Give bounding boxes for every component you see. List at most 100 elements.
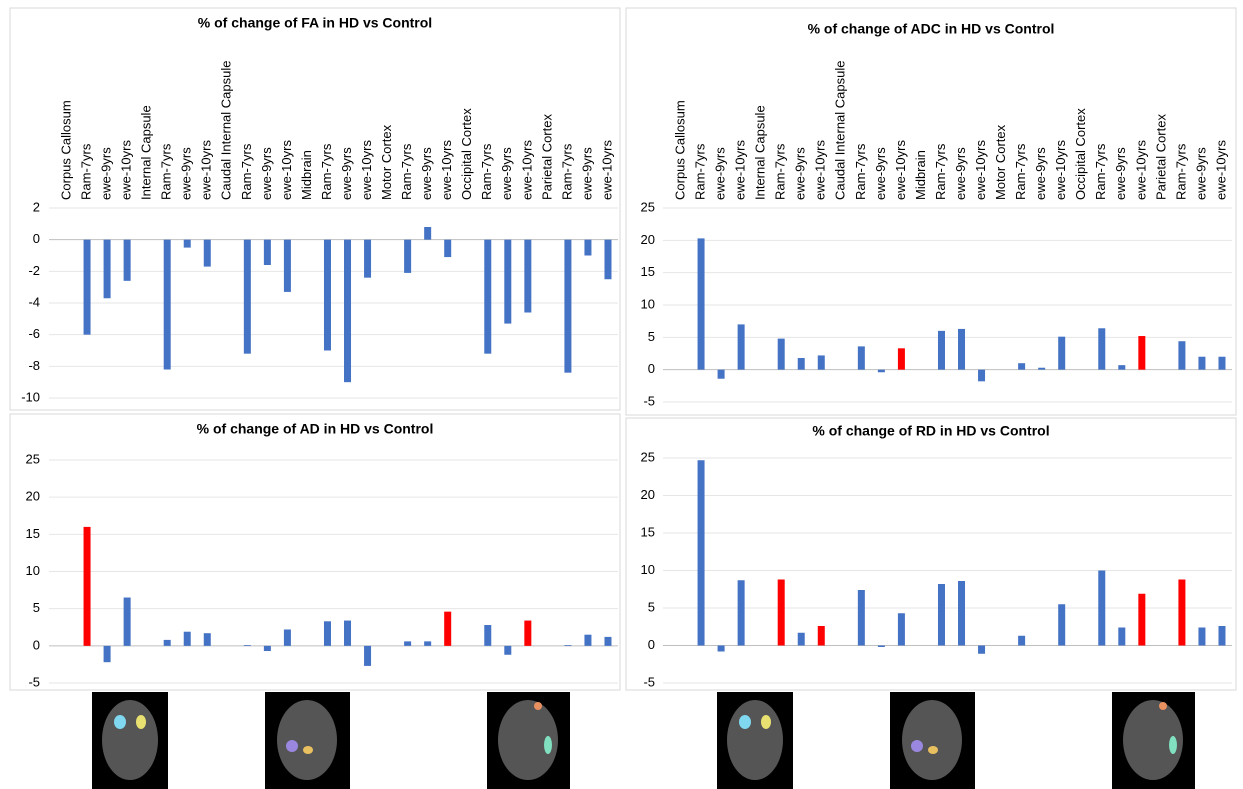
x-tick-label: ewe-9yrs [99, 147, 114, 200]
brain-image [890, 692, 975, 789]
bar [404, 641, 411, 645]
chart-title: % of change of FA in HD vs Control [198, 15, 432, 31]
bar [104, 240, 111, 299]
bar [264, 646, 271, 651]
bar [958, 329, 965, 370]
bar [604, 240, 611, 280]
x-tick-label: ewe-9yrs [1113, 147, 1128, 200]
bar [604, 637, 611, 646]
x-tick-label: Ram-7yrs [319, 143, 334, 200]
x-tick-label: ewe-10yrs [279, 140, 294, 200]
bar [84, 527, 91, 646]
bar [244, 645, 251, 646]
bar [564, 240, 571, 373]
x-tick-label: Parietal Cortex [1153, 114, 1168, 200]
brain-images [92, 692, 1195, 789]
bar [738, 324, 745, 369]
brain-image [717, 692, 793, 789]
bar [404, 240, 411, 273]
y-tick-label: 25 [26, 451, 40, 466]
chart-frame [10, 8, 620, 410]
y-tick-label: 25 [641, 449, 655, 464]
y-tick-label: 5 [33, 600, 40, 615]
bar [778, 580, 785, 646]
x-tick-label: ewe-9yrs [1033, 147, 1048, 200]
bar [424, 227, 431, 240]
x-tick-label: Caudal Internal Capsule [833, 61, 848, 200]
x-tick-label: Ram-7yrs [773, 143, 788, 200]
bar [564, 645, 571, 646]
bar [424, 641, 431, 645]
y-tick-label: -5 [643, 674, 655, 689]
bar [204, 240, 211, 267]
bar [698, 238, 705, 369]
x-tick-label: Internal Capsule [139, 105, 154, 200]
bar [1118, 628, 1125, 646]
x-tick-label: Ram-7yrs [239, 143, 254, 200]
bar [484, 240, 491, 354]
x-tick-label: Internal Capsule [753, 105, 768, 200]
x-tick-label: ewe-9yrs [793, 147, 808, 200]
brain-image [92, 692, 168, 789]
x-tick-label: ewe-9yrs [873, 147, 888, 200]
x-tick-label: ewe-9yrs [579, 147, 594, 200]
bar [818, 626, 825, 646]
figure: % of change of FA in HD vs Control20-2-4… [0, 0, 1243, 789]
y-tick-label: 10 [641, 562, 655, 577]
bar [1218, 626, 1225, 646]
x-tick-label: ewe-10yrs [1213, 140, 1228, 200]
x-tick-label: ewe-10yrs [199, 140, 214, 200]
bar [858, 346, 865, 369]
x-tick-label: Ram-7yrs [399, 143, 414, 200]
bar [718, 646, 725, 652]
bar [524, 621, 531, 646]
y-tick-label: 15 [641, 524, 655, 539]
x-tick-label: Ram-7yrs [692, 143, 707, 200]
x-tick-label: Motor Cortex [379, 124, 394, 200]
x-tick-label: ewe-9yrs [499, 147, 514, 200]
chart-title: % of change of AD in HD vs Control [197, 421, 434, 437]
bar [164, 640, 171, 646]
x-tick-label: Ram-7yrs [159, 143, 174, 200]
x-tick-label: Ram-7yrs [853, 143, 868, 200]
x-tick-label: ewe-10yrs [973, 140, 988, 200]
x-tick-label: ewe-9yrs [419, 147, 434, 200]
bar [444, 240, 451, 257]
y-tick-label: 5 [648, 599, 655, 614]
x-tick-label: Ram-7yrs [1013, 143, 1028, 200]
bar [284, 629, 291, 645]
x-tick-label: ewe-9yrs [259, 147, 274, 200]
bar [364, 646, 371, 666]
bar [1058, 604, 1065, 645]
bar [1058, 337, 1065, 370]
bar [184, 240, 191, 248]
x-tick-label: ewe-10yrs [439, 140, 454, 200]
y-tick-label: -8 [28, 358, 40, 373]
bar [958, 581, 965, 646]
y-tick-label: 5 [648, 329, 655, 344]
chart: % of change of AD in HD vs Control252015… [10, 414, 620, 690]
bar [938, 331, 945, 370]
bar [124, 240, 131, 281]
bar [1098, 571, 1105, 646]
y-tick-label: 0 [648, 637, 655, 652]
bar [1218, 357, 1225, 370]
x-tick-label: ewe-10yrs [1133, 140, 1148, 200]
y-tick-label: -4 [28, 294, 40, 309]
x-tick-label: ewe-10yrs [599, 140, 614, 200]
y-tick-label: -10 [21, 389, 40, 404]
bar [324, 240, 331, 351]
x-tick-label: Caudal Internal Capsule [219, 61, 234, 200]
page: % of change of FA in HD vs Control20-2-4… [0, 0, 1243, 789]
bar [184, 632, 191, 646]
bar [1198, 628, 1205, 646]
bar [898, 348, 905, 369]
x-tick-label: ewe-10yrs [519, 140, 534, 200]
bar [818, 355, 825, 369]
chart-frame [626, 418, 1236, 690]
bar [244, 240, 251, 354]
bar [124, 598, 131, 646]
brain-image [487, 692, 570, 789]
bar [978, 646, 985, 654]
bar [698, 460, 705, 645]
